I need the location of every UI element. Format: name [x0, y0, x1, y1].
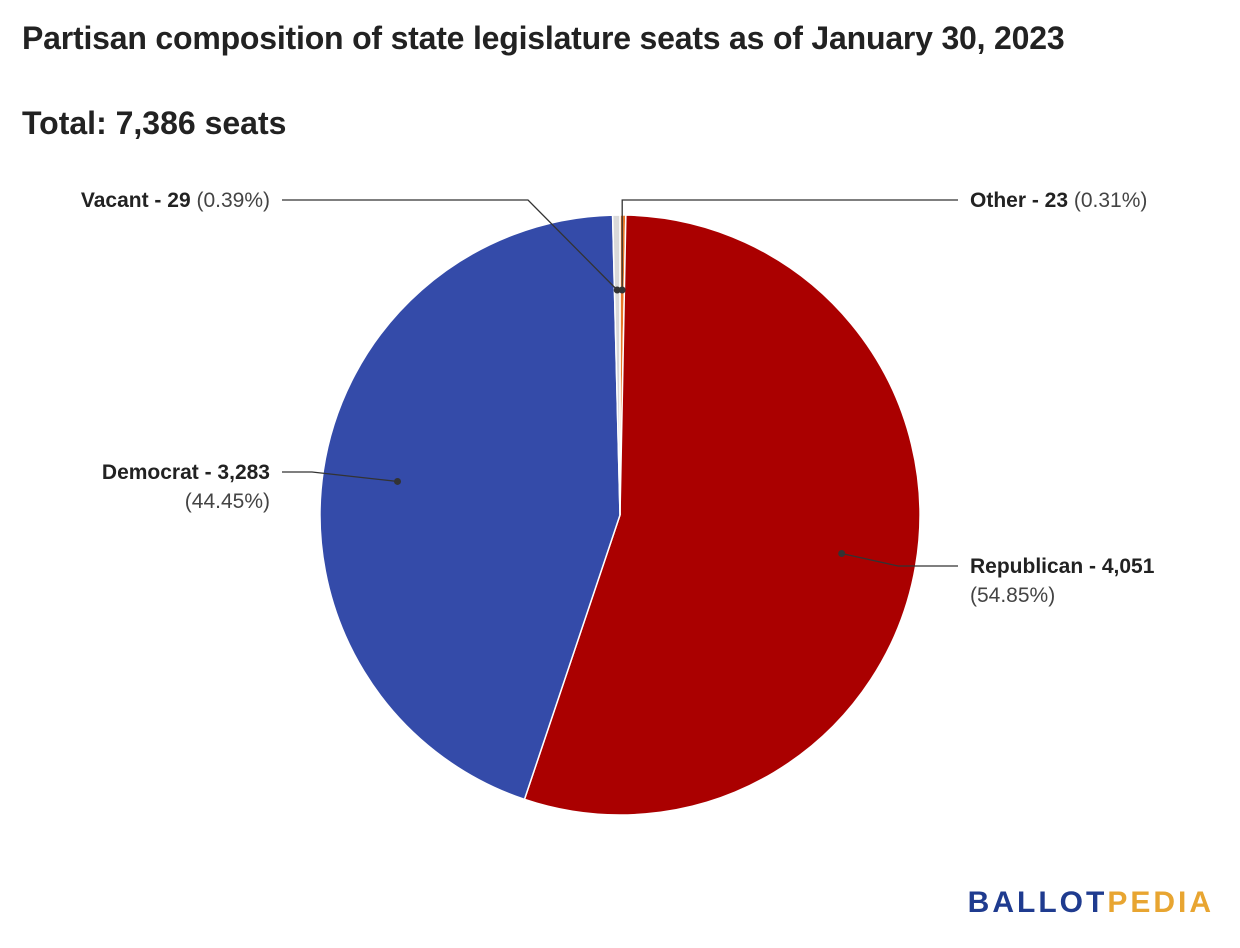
slice-pct-other: (0.31%) — [1068, 189, 1147, 212]
leader-dot-other — [618, 286, 626, 294]
slice-label-text-vacant: Vacant - 29 — [81, 189, 191, 212]
logo-part-ballot: BALLOT — [967, 886, 1108, 919]
slice-label-republican: Republican - 4,051 — [970, 555, 1155, 578]
ballotpedia-logo: BALLOTPEDIA — [968, 886, 1214, 920]
leader-line-other — [621, 199, 958, 291]
pie-slice-democrat — [319, 214, 621, 801]
leader-dot-republican — [838, 549, 846, 557]
leader-dot-democrat — [394, 477, 402, 485]
callout-vacant: Vacant - 29 (0.39%) — [81, 189, 621, 294]
leader-line-vacant — [282, 199, 618, 291]
slice-label-democrat: Democrat - 3,283 — [102, 461, 270, 484]
slice-label-text-other: Other - 23 — [970, 189, 1068, 212]
slice-pct-republican: (54.85%) — [970, 584, 1055, 607]
slice-label-vacant: Vacant - 29 (0.39%) — [81, 189, 270, 212]
callout-republican: Republican - 4,051 (54.85%) — [838, 549, 1155, 607]
leader-dot-vacant — [613, 286, 621, 294]
logo-part-pedia: PEDIA — [1107, 886, 1214, 919]
chart-subtitle: Total: 7,386 seats — [22, 105, 287, 141]
chart-title: Partisan composition of state legislatur… — [22, 20, 1065, 56]
slice-pct-vacant: (0.39%) — [191, 189, 270, 212]
slice-label-other: Other - 23 (0.31%) — [970, 189, 1147, 212]
callout-other: Other - 23 (0.31%) — [618, 189, 1147, 294]
slice-pct-democrat: (44.45%) — [185, 490, 270, 513]
leader-line-democrat — [282, 471, 398, 483]
leader-line-republican — [841, 552, 958, 567]
callout-democrat: Democrat - 3,283 (44.45%) — [102, 461, 402, 513]
